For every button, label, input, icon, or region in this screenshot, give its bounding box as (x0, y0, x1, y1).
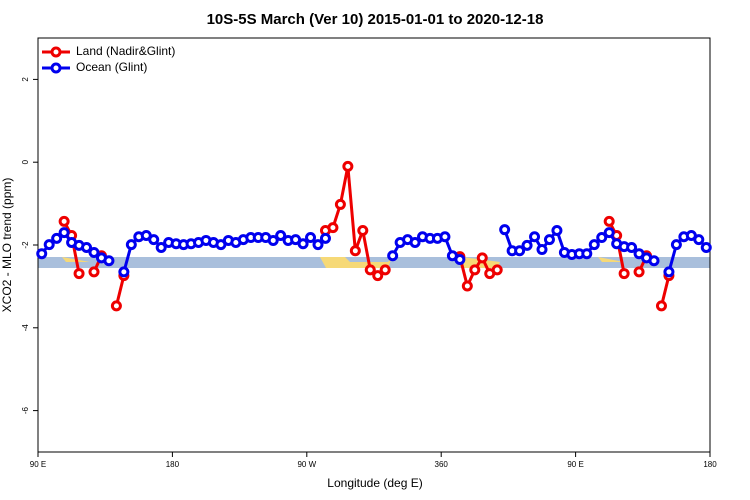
point (148, 234, 160, 246)
y-tick-label: -4 (21, 324, 30, 332)
y-tick-label: 0 (21, 159, 30, 164)
point (312, 239, 324, 251)
x-tick-label: 90 E (30, 460, 46, 469)
point (364, 264, 376, 276)
point (372, 270, 384, 282)
point (103, 255, 115, 267)
x-tick-label: 180 (166, 460, 180, 469)
legend-marker (50, 46, 62, 58)
point (633, 266, 645, 278)
x-tick-label: 90 E (567, 460, 583, 469)
point (387, 250, 399, 262)
y-tick-label: -2 (21, 241, 30, 249)
point (529, 231, 541, 243)
point (514, 245, 526, 257)
point (342, 160, 354, 172)
point (297, 238, 309, 250)
chart-title: 10S-5S March (Ver 10) 2015-01-01 to 2020… (207, 11, 544, 28)
point (118, 266, 130, 278)
point (36, 248, 48, 260)
point (626, 241, 638, 253)
point (334, 198, 346, 210)
map-strip (38, 257, 710, 268)
point (357, 225, 369, 237)
point (588, 239, 600, 251)
x-tick-label: 360 (435, 460, 449, 469)
point (409, 237, 421, 249)
point (461, 280, 473, 292)
point (454, 253, 466, 265)
point (543, 234, 555, 246)
x-tick-label: 90 W (297, 460, 316, 469)
point (275, 229, 287, 241)
point (491, 264, 503, 276)
x-tick-label: 180 (703, 460, 717, 469)
point (551, 225, 563, 237)
point (700, 241, 712, 253)
point (73, 268, 85, 280)
point (305, 232, 317, 244)
land-strip (320, 257, 392, 268)
point (110, 300, 122, 312)
point (596, 232, 608, 244)
point (536, 244, 548, 256)
point (327, 222, 339, 234)
point (655, 300, 667, 312)
point (618, 268, 630, 280)
point (155, 241, 167, 253)
point (648, 255, 660, 267)
plot-frame (37, 37, 711, 453)
y-tick-label: 2 (21, 77, 30, 82)
legend-label: Ocean (Glint) (76, 60, 147, 74)
point (51, 232, 63, 244)
point (663, 266, 675, 278)
point (693, 234, 705, 246)
point (43, 239, 55, 251)
point (521, 239, 533, 251)
point (581, 248, 593, 260)
point (88, 246, 100, 258)
legend-label: Land (Nadir&Glint) (76, 44, 175, 58)
point (81, 241, 93, 253)
point (88, 266, 100, 278)
point (603, 227, 615, 239)
land-strip (598, 257, 624, 262)
y-axis-label: XCO2 - MLO trend (ppm) (0, 178, 14, 313)
x-axis-label: Longitude (deg E) (327, 476, 422, 490)
legend-marker (50, 62, 62, 74)
y-tick-label: -6 (21, 406, 30, 414)
point (603, 215, 615, 227)
point (439, 231, 451, 243)
point (379, 264, 391, 276)
point (58, 227, 70, 239)
point (670, 239, 682, 251)
point (319, 232, 331, 244)
point (125, 239, 137, 251)
point (349, 245, 361, 257)
point (499, 224, 511, 236)
point (267, 234, 279, 246)
point (476, 252, 488, 264)
point (58, 215, 70, 227)
point (469, 264, 481, 276)
